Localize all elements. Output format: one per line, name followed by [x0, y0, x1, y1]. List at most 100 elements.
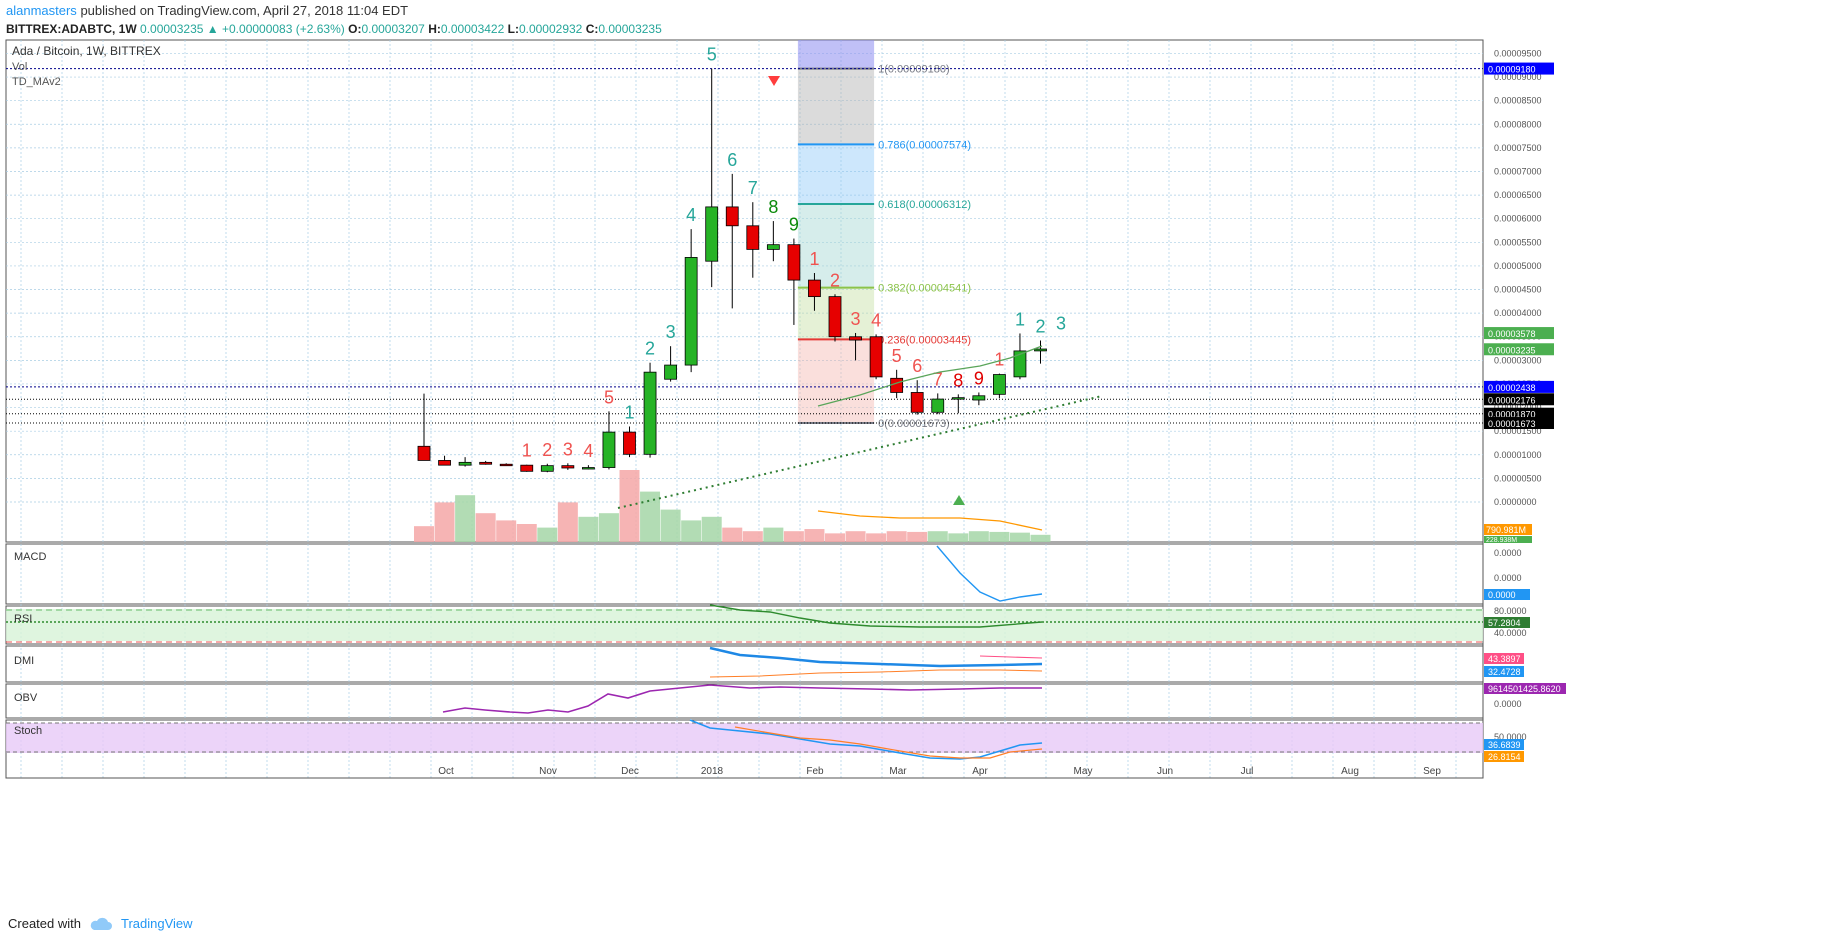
- x-axis-label: Oct: [438, 766, 454, 777]
- td-count-label: 7: [748, 178, 758, 198]
- created-with-text: Created with: [8, 916, 81, 931]
- author-link[interactable]: alanmasters: [6, 3, 77, 18]
- ticker-symbol: BITTREX:ADABTC, 1W: [6, 22, 137, 36]
- tradingview-link[interactable]: TradingView: [120, 916, 193, 931]
- trading-chart[interactable]: 0.00000000.000005000.000010000.000015000…: [0, 0, 1824, 910]
- td-count-label: 6: [727, 150, 737, 170]
- dmi-plus-line: [979, 655, 1043, 659]
- fib-zone: [797, 339, 875, 424]
- ticker-line: BITTREX:ADABTC, 1W 0.00003235 ▲ +0.00000…: [6, 21, 662, 37]
- volume-bar: [989, 531, 1010, 542]
- volume-label-box-2: [1484, 536, 1532, 543]
- candle-body: [890, 377, 904, 393]
- candle-body: [479, 461, 493, 465]
- volume-bar: [455, 495, 476, 542]
- x-axis-label: Nov: [539, 766, 557, 777]
- x-axis-label: 2018: [701, 766, 724, 777]
- volume-bar: [742, 531, 763, 542]
- candle-body: [623, 431, 636, 455]
- fib-level-label: 0(0.00001673): [878, 418, 950, 430]
- volume-bar: [866, 533, 887, 542]
- y-tick-label: 0.00006500: [1494, 190, 1542, 200]
- open-label: O:: [348, 22, 362, 36]
- price-label-box: [1484, 393, 1554, 406]
- stoch-tick: 50.0000: [1494, 732, 1527, 742]
- rsi-tick: 40.0000: [1494, 628, 1527, 638]
- candle-body: [828, 296, 842, 338]
- y-tick-label: 0.00004000: [1494, 308, 1542, 318]
- volume-bar: [783, 531, 804, 542]
- td-count-label: 2: [1035, 317, 1045, 337]
- change-up-icon: ▲: [206, 22, 219, 36]
- price-label-box: [1484, 62, 1554, 75]
- stoch-value-box-2: [1484, 751, 1524, 762]
- td-count-label: 4: [583, 441, 593, 461]
- fib-top-zone: [797, 40, 875, 69]
- td-count-label: 3: [1056, 314, 1066, 334]
- chart-title: Ada / Bitcoin, 1W, BITTREX: [12, 44, 161, 58]
- candle-body: [972, 395, 986, 401]
- close-value: 0.00003235: [598, 22, 662, 36]
- price-label-text: 0.00001673: [1488, 419, 1536, 429]
- td-count-label: 1: [994, 350, 1004, 370]
- buy-arrow-icon: [953, 495, 965, 505]
- macd-tick: 0.0000: [1494, 548, 1522, 558]
- tradingview-cloud-icon: [90, 917, 112, 930]
- ticker-change: +0.00000083 (+2.63%): [222, 22, 345, 36]
- td-count-label: 2: [830, 270, 840, 290]
- fib-level-label: 0.382(0.00004541): [878, 283, 971, 295]
- volume-bar: [578, 516, 599, 542]
- td-count-label: 9: [974, 368, 984, 388]
- candle-body: [705, 206, 719, 262]
- price-label-text: 0.00009180: [1488, 65, 1536, 75]
- volume-bar: [496, 520, 517, 542]
- volume-bar: [845, 531, 866, 542]
- rsi-tick: 80.0000: [1494, 606, 1527, 616]
- y-tick-label: 0.00004500: [1494, 285, 1542, 295]
- sell-arrow-icon: [768, 76, 780, 86]
- price-pane: [5, 39, 1484, 543]
- ticker-price: 0.00003235: [140, 22, 204, 36]
- y-tick-label: 0.00005500: [1494, 237, 1542, 247]
- volume-bar: [516, 524, 537, 542]
- volume-bar: [968, 531, 989, 542]
- dmi-minus-line: [709, 669, 1043, 678]
- volume-ma-line: [817, 510, 1043, 531]
- x-axis-label: Jul: [1241, 766, 1254, 777]
- volume-bar: [825, 533, 845, 542]
- td-count-label: 7: [933, 369, 943, 389]
- candle-body: [787, 244, 801, 281]
- td-count-label: 5: [707, 45, 717, 65]
- candle-body: [993, 374, 1006, 395]
- stoch-k-line: [689, 719, 1043, 760]
- y-tick-label: 0.00001000: [1494, 450, 1542, 460]
- dmi-value-2: 32.4728: [1488, 667, 1521, 677]
- price-label-box: [1484, 417, 1554, 430]
- macd-line: [936, 545, 1043, 602]
- y-tick-label: 0.00003000: [1494, 355, 1542, 365]
- stoch-value-box: [1484, 739, 1524, 750]
- price-label-text: 0.00002176: [1488, 395, 1536, 405]
- candle-body: [417, 445, 431, 461]
- td-count-label: 6: [912, 356, 922, 376]
- high-value: 0.00003422: [440, 22, 505, 36]
- td-count-label: 9: [789, 215, 799, 235]
- td-count-label: 1: [809, 249, 819, 269]
- candle-body: [849, 336, 862, 341]
- obv-value-box: [1484, 683, 1566, 694]
- fib-level-label: 1(0.00009180): [878, 64, 950, 76]
- td-count-label: 3: [563, 439, 573, 459]
- low-label: L:: [507, 22, 519, 36]
- candle-body: [602, 431, 616, 468]
- volume-label-box: [1484, 524, 1532, 535]
- candle-body: [951, 397, 965, 400]
- volume-bar: [537, 527, 558, 542]
- volume-bar: [414, 526, 434, 542]
- price-label-text: 0.00001870: [1488, 410, 1536, 420]
- fib-level-label: 0.786(0.00007574): [878, 139, 971, 151]
- x-axis-label: Apr: [972, 766, 988, 777]
- obv-line: [442, 684, 1042, 714]
- td-count-label: 3: [851, 309, 861, 329]
- y-tick-label: 0.00009500: [1494, 48, 1542, 58]
- x-axis-label: Aug: [1341, 766, 1359, 777]
